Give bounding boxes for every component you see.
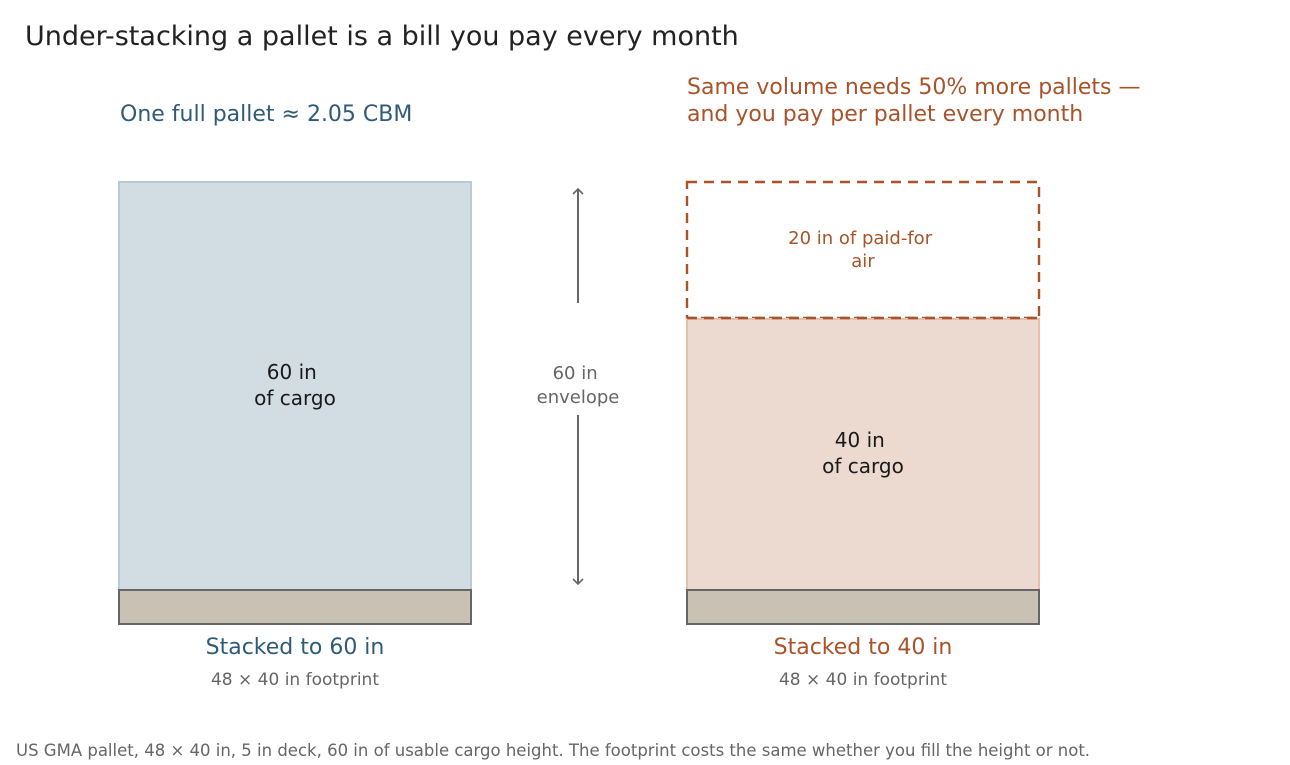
right-cargo-label-line2: of cargo [822,454,904,478]
right-air-label: 20 in of paid-for air [788,228,938,272]
right-pallet-deck [686,589,1040,625]
footnote: US GMA pallet, 48 × 40 in, 5 in deck, 60… [16,741,1090,760]
left-cargo-label: 60 in of cargo [254,360,336,410]
envelope-label: 60 in envelope [537,363,620,408]
left-cargo-label-line1: 60 in [267,360,317,384]
right-cargo-label-line1: 40 in [835,428,885,452]
left-subcaption: 48 × 40 in footprint [211,670,379,690]
left-heading: One full pallet ≈ 2.05 CBM [120,102,412,127]
right-heading-line2: and you pay per pallet every month [687,102,1083,127]
right-heading-line1: Same volume needs 50% more pallets — [687,75,1141,100]
left-caption: Stacked to 60 in [206,635,385,660]
right-air-label-line1: 20 in of paid-for [788,228,933,249]
left-pallet-deck [118,589,472,625]
right-cargo-block [686,318,1040,591]
left-cargo-label-line2: of cargo [254,386,336,410]
page-title: Under-stacking a pallet is a bill you pa… [25,21,739,52]
right-air-block [685,180,1041,320]
right-cargo-label: 40 in of cargo [822,428,904,478]
left-cargo-block [118,181,472,591]
envelope-label-line2: envelope [537,387,620,408]
right-caption: Stacked to 40 in [774,635,953,660]
right-heading: Same volume needs 50% more pallets — and… [687,75,1148,127]
envelope-label-line1: 60 in [553,363,598,384]
right-subcaption: 48 × 40 in footprint [779,670,947,690]
right-air-label-line2: air [851,251,875,272]
